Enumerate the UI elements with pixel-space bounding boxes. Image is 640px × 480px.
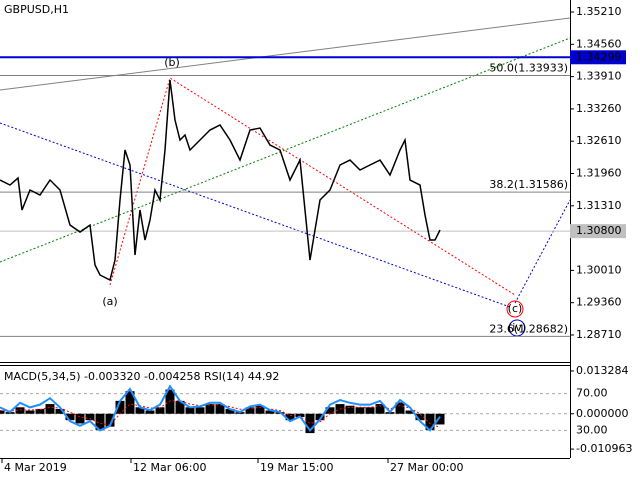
y-tick-label: 1.29360 [576, 296, 622, 309]
wave-circle [506, 300, 524, 318]
y-tick-label: 1.30010 [576, 263, 622, 276]
macd-bar [435, 413, 445, 425]
y-tick-label: 1.33910 [576, 70, 622, 83]
macd-bar [295, 413, 305, 417]
trend-line [0, 17, 571, 91]
macd-bar [305, 413, 315, 434]
fib-label: 38.2(1.31586) [489, 178, 568, 191]
macd-bar [355, 407, 365, 414]
macd-bar [325, 407, 335, 414]
macd-bar [75, 413, 85, 424]
macd-bar [195, 407, 205, 414]
y-tick-label: 0.000000 [576, 407, 629, 420]
x-tick-label: 12 Mar 06:00 [133, 461, 206, 474]
macd-bar [85, 413, 95, 421]
macd-bar [115, 400, 125, 414]
price-box [570, 50, 626, 65]
macd-bar [245, 407, 255, 414]
y-tick-label: 1.33260 [576, 102, 622, 115]
macd-bar [255, 405, 265, 414]
macd-bar [405, 410, 415, 414]
macd-bar [155, 407, 165, 414]
y-tick-label: 1.34560 [576, 37, 622, 50]
macd-bar [15, 407, 25, 414]
macd-bar [0, 410, 5, 414]
macd-bar [205, 404, 215, 414]
wave-label: (iv) [508, 321, 526, 334]
macd-bar [175, 400, 185, 414]
chart-title: GBPUSD,H1 [4, 3, 69, 16]
macd-bar [185, 407, 195, 414]
y-tick-label: 1.28710 [576, 328, 622, 341]
macd-bar [415, 413, 425, 421]
macd-bar [365, 407, 375, 414]
macd-bar [345, 405, 355, 414]
y-tick-label: 1.32610 [576, 134, 622, 147]
wave-label: (c) [508, 302, 523, 315]
wave-label: (b) [164, 56, 180, 69]
wave-line [514, 199, 571, 304]
macd-bar [105, 413, 115, 427]
macd-bar [135, 407, 145, 414]
fib-label: 23.6(1.28682) [489, 322, 568, 335]
rsi-line [0, 384, 441, 432]
macd-bar [395, 402, 405, 414]
y2-tick-label: 30.00 [576, 423, 608, 436]
macd-bar [425, 413, 435, 430]
macd-bar [125, 391, 135, 414]
wave-label: (a) [102, 295, 117, 308]
macd-bar [55, 408, 65, 414]
macd-bar [285, 413, 295, 421]
macd-bar [375, 404, 385, 414]
y2-tick-label: 70.00 [576, 387, 608, 400]
y-tick-label: 0.013284 [576, 364, 629, 377]
y-tick-label: 1.31310 [576, 199, 622, 212]
macd-bar [145, 410, 155, 414]
macd-bar [35, 408, 45, 414]
y-tick-label: 1.35210 [576, 5, 622, 18]
x-tick-label: 19 Mar 15:00 [260, 461, 333, 474]
macd-bar [215, 404, 225, 414]
y-tick-label: -0.010963 [576, 442, 632, 455]
price-box-label: 1.30800 [576, 224, 622, 237]
macd-bar [45, 404, 55, 414]
x-tick-label: 4 Mar 2019 [4, 461, 67, 474]
fib-label: 50.0(1.33933) [489, 61, 568, 74]
macd-bar [315, 413, 325, 421]
indicator-title: MACD(5,34,5) -0.003320 -0.004258 RSI(14)… [4, 370, 279, 383]
macd-bar [65, 413, 75, 421]
macd-bar [165, 389, 175, 414]
macd-bar [25, 410, 35, 414]
price-box [570, 224, 626, 239]
macd-bar [265, 410, 275, 414]
y-tick-label: 1.31960 [576, 166, 622, 179]
price-line [0, 79, 441, 282]
price-box-label: 1.34299 [576, 50, 622, 63]
macd-bar [225, 408, 235, 414]
x-tick-label: 27 Mar 00:00 [390, 461, 463, 474]
macd-bar [95, 413, 105, 430]
